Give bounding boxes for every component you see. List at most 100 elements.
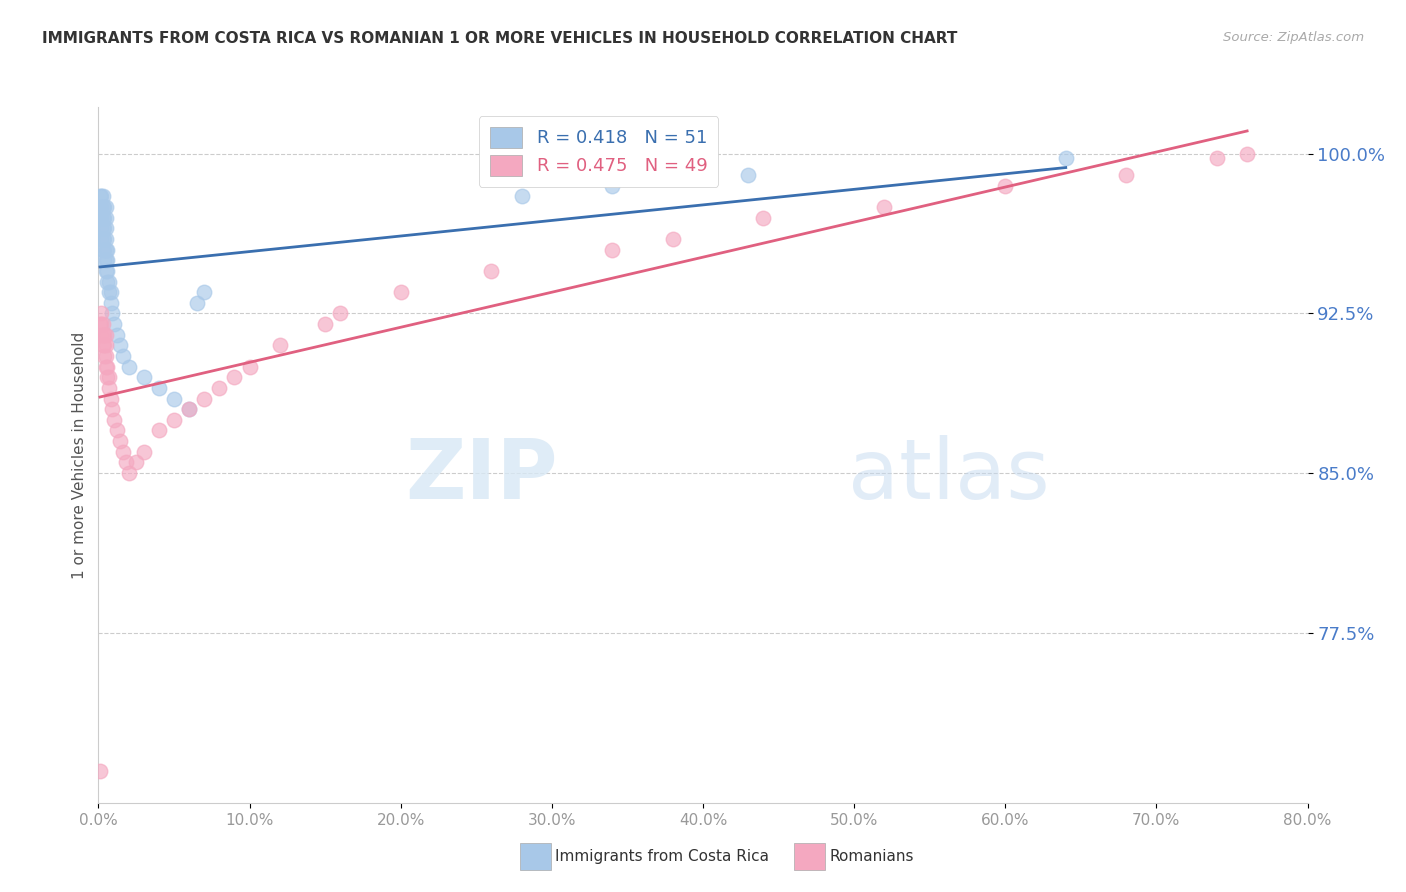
Point (1206, 151, 1229, 165)
Point (111, 349, 134, 363)
Point (90, 221, 112, 235)
Point (90, 189, 112, 203)
Text: ZIP: ZIP (405, 435, 558, 516)
Point (91, 243, 114, 257)
Point (752, 211, 775, 225)
Point (96, 275, 118, 289)
Point (93, 243, 115, 257)
Point (994, 178, 1017, 193)
Point (98, 285, 121, 300)
Point (224, 370, 246, 384)
Point (148, 381, 170, 395)
Point (98, 370, 121, 384)
Point (103, 317, 125, 331)
Point (90, 232, 112, 246)
Point (101, 402, 124, 417)
Point (93, 327, 115, 342)
Point (94, 221, 117, 235)
Point (90, 211, 112, 225)
Point (94, 253, 117, 268)
Text: Romanians: Romanians (830, 849, 914, 863)
Point (94, 211, 117, 225)
Point (125, 455, 148, 469)
Text: IMMIGRANTS FROM COSTA RICA VS ROMANIAN 1 OR MORE VEHICLES IN HOUSEHOLD CORRELATI: IMMIGRANTS FROM COSTA RICA VS ROMANIAN 1… (42, 31, 957, 46)
Point (93, 232, 115, 246)
Point (239, 359, 262, 374)
Point (90, 327, 112, 342)
Point (1054, 151, 1077, 165)
Point (94, 349, 117, 363)
Point (96, 359, 118, 374)
Point (94, 359, 117, 374)
Point (163, 413, 186, 427)
Point (114, 455, 136, 469)
Point (100, 285, 122, 300)
Text: Source: ZipAtlas.com: Source: ZipAtlas.com (1223, 31, 1364, 45)
Y-axis label: 1 or more Vehicles in Household: 1 or more Vehicles in Household (72, 331, 87, 579)
Point (148, 424, 170, 438)
Point (91, 221, 114, 235)
Point (98, 275, 121, 289)
Point (208, 381, 231, 395)
Point (93, 211, 115, 225)
Point (193, 392, 215, 406)
Point (89, 189, 111, 203)
Point (314, 317, 336, 331)
Point (93, 253, 115, 268)
Point (91, 327, 114, 342)
Point (108, 434, 131, 448)
Point (132, 444, 155, 458)
Point (103, 413, 125, 427)
Point (96, 253, 118, 268)
Point (389, 285, 412, 300)
Point (93, 200, 115, 214)
Legend: R = 0.418   N = 51, R = 0.475   N = 49: R = 0.418 N = 51, R = 0.475 N = 49 (479, 116, 718, 186)
Point (118, 359, 141, 374)
Point (100, 392, 122, 406)
Point (94, 327, 117, 342)
Point (89, 200, 111, 214)
Point (329, 306, 352, 320)
Text: Immigrants from Costa Rica: Immigrants from Costa Rica (555, 849, 769, 863)
Point (737, 168, 759, 182)
Point (193, 285, 215, 300)
Point (602, 243, 624, 257)
Point (94, 243, 117, 257)
Point (94, 264, 117, 278)
Point (661, 232, 683, 246)
Point (90, 200, 112, 214)
Point (90, 317, 112, 331)
Point (96, 264, 118, 278)
Point (89, 764, 111, 778)
Point (111, 444, 134, 458)
Point (177, 402, 201, 417)
Point (510, 189, 533, 203)
Point (98, 381, 121, 395)
Point (91, 317, 114, 331)
Point (90, 306, 112, 320)
Point (873, 200, 896, 214)
Point (602, 178, 624, 193)
Point (1115, 168, 1137, 182)
Point (94, 338, 117, 352)
Point (105, 424, 128, 438)
Text: atlas: atlas (848, 435, 1050, 516)
Point (91, 338, 114, 352)
Point (101, 306, 124, 320)
Point (93, 338, 115, 352)
Point (105, 327, 128, 342)
Point (96, 243, 118, 257)
Point (269, 338, 291, 352)
Point (91, 211, 114, 225)
Point (91, 232, 114, 246)
Point (91, 189, 114, 203)
Point (94, 200, 117, 214)
Point (108, 338, 131, 352)
Point (481, 264, 503, 278)
Point (96, 370, 118, 384)
Point (94, 232, 117, 246)
Point (1236, 146, 1258, 161)
Point (132, 370, 155, 384)
Point (91, 200, 114, 214)
Point (100, 295, 122, 310)
